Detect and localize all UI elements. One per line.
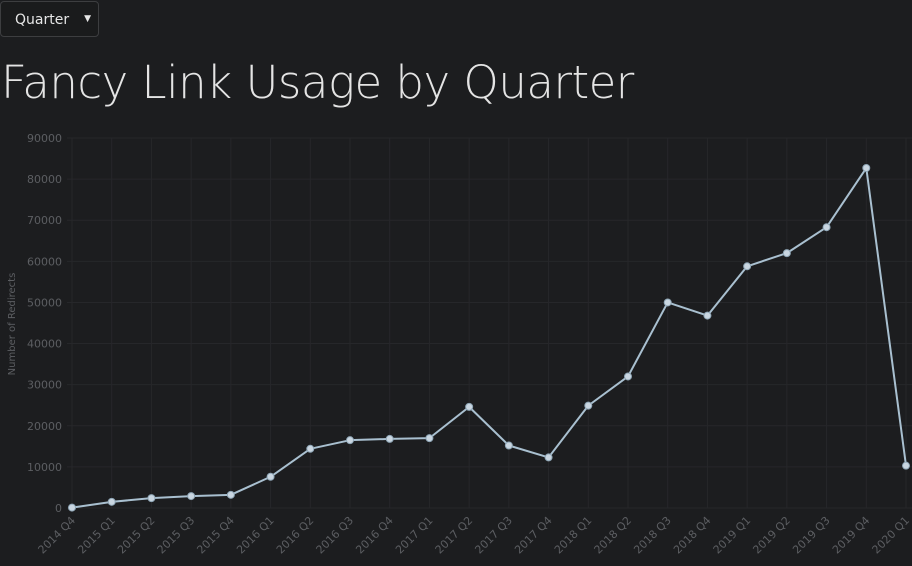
y-axis-label: Number of Redirects [7,273,18,376]
x-tick-label: 2017 Q1 [393,514,436,557]
x-tick-label: 2016 Q4 [353,514,396,557]
x-tick-label: 2018 Q3 [631,514,674,557]
data-point[interactable] [743,262,752,271]
data-point[interactable] [425,434,434,443]
y-tick-label: 30000 [27,379,62,392]
data-point[interactable] [107,497,116,506]
x-tick-label: 2015 Q1 [75,514,118,557]
x-tick-label: 2017 Q3 [472,514,515,557]
data-point[interactable] [68,503,76,512]
period-select-value: Quarter [15,12,70,28]
period-select[interactable]: Quarter ▼ [0,1,99,37]
x-tick-label: 2015 Q4 [194,514,237,557]
y-tick-label: 70000 [27,214,62,227]
x-tick-label: 2015 Q2 [115,514,158,557]
x-tick-label: 2015 Q3 [155,514,198,557]
x-tick-label: 2017 Q4 [512,514,555,557]
chart-grid [67,137,912,509]
y-tick-label: 40000 [27,338,62,351]
y-tick-label: 20000 [27,420,62,433]
data-point[interactable] [902,461,910,470]
x-tick-label: 2016 Q2 [274,514,317,557]
x-tick-label: 2019 Q1 [711,514,754,557]
data-point[interactable] [703,311,712,320]
x-tick-label: 2018 Q2 [592,514,635,557]
data-point[interactable] [504,441,513,450]
x-tick-label: 2020 Q1 [870,514,912,557]
x-tick-label: 2017 Q2 [433,514,476,557]
y-tick-label: 10000 [27,461,62,474]
y-tick-label: 50000 [27,296,62,309]
data-point[interactable] [465,402,474,411]
data-points [68,164,910,512]
x-tick-label: 2019 Q4 [830,514,873,557]
data-point[interactable] [306,444,315,453]
data-point[interactable] [266,472,275,481]
data-point[interactable] [544,453,553,462]
x-tick-label: 2014 Q4 [36,514,79,557]
data-point[interactable] [584,401,593,410]
data-point[interactable] [147,494,156,503]
data-point[interactable] [663,298,672,307]
data-point[interactable] [187,492,196,501]
data-point[interactable] [385,434,394,443]
x-tick-label: 2019 Q3 [790,514,833,557]
x-tick-label: 2018 Q4 [671,514,714,557]
y-tick-label: 0 [55,502,62,515]
x-tick-label: 2016 Q3 [314,514,357,557]
data-point[interactable] [624,372,632,381]
y-tick-label: 90000 [27,132,62,145]
x-tick-label: 2016 Q1 [234,514,277,557]
data-point[interactable] [782,249,791,258]
data-point[interactable] [822,223,831,232]
y-tick-label: 80000 [27,173,62,186]
x-tick-label: 2019 Q2 [750,514,793,557]
page-title: Fancy Link Usage by Quarter [1,56,634,109]
data-point[interactable] [226,490,235,499]
data-point[interactable] [346,436,354,445]
y-axis-ticks: 0 10000 20000 30000 40000 50000 60000 70000 8000… [27,132,62,515]
data-point[interactable] [862,164,871,173]
series-line [71,167,907,509]
y-tick-label: 60000 [27,255,62,268]
x-tick-label: 2018 Q1 [552,514,595,557]
chevron-down-icon: ▼ [84,14,91,24]
